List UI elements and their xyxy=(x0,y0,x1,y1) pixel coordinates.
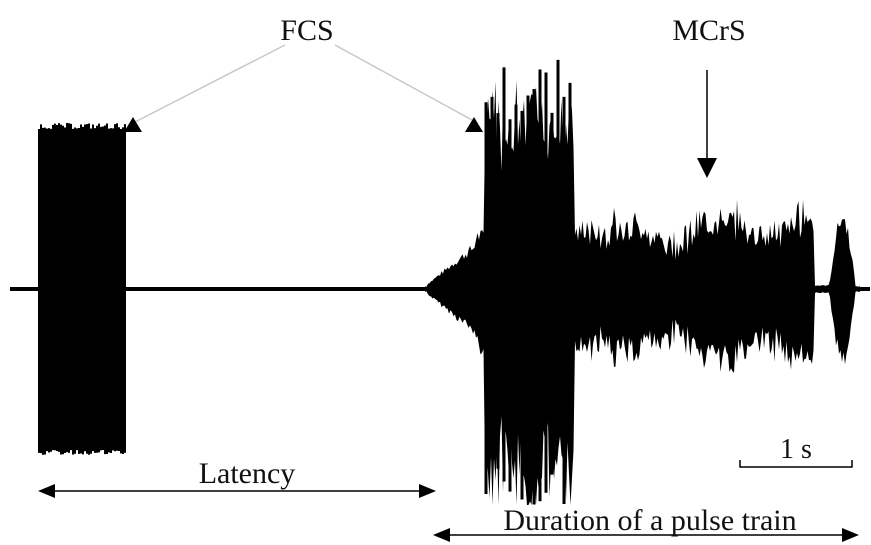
duration-arrow-right xyxy=(842,528,859,542)
duration-arrow-left xyxy=(433,528,450,542)
fcs-pointer-line-left xyxy=(134,44,286,123)
latency-arrow-left xyxy=(38,484,55,498)
scale-bar-label: 1 s xyxy=(780,434,812,465)
scale-bar xyxy=(739,460,853,468)
stimulus-burst xyxy=(38,123,126,455)
fcs-marker-triangle-left xyxy=(124,117,142,132)
mcrs-label: MCrS xyxy=(672,14,745,47)
response-signal xyxy=(425,59,860,505)
latency-label: Latency xyxy=(199,457,296,490)
duration-label: Duration of a pulse train xyxy=(503,504,796,537)
fcs-label: FCS xyxy=(280,14,333,47)
fcs-pointer-line-right xyxy=(334,44,473,121)
mcrs-arrow-head xyxy=(697,158,717,178)
latency-arrow-right xyxy=(419,484,436,498)
fcs-marker-triangle-right xyxy=(465,117,483,132)
